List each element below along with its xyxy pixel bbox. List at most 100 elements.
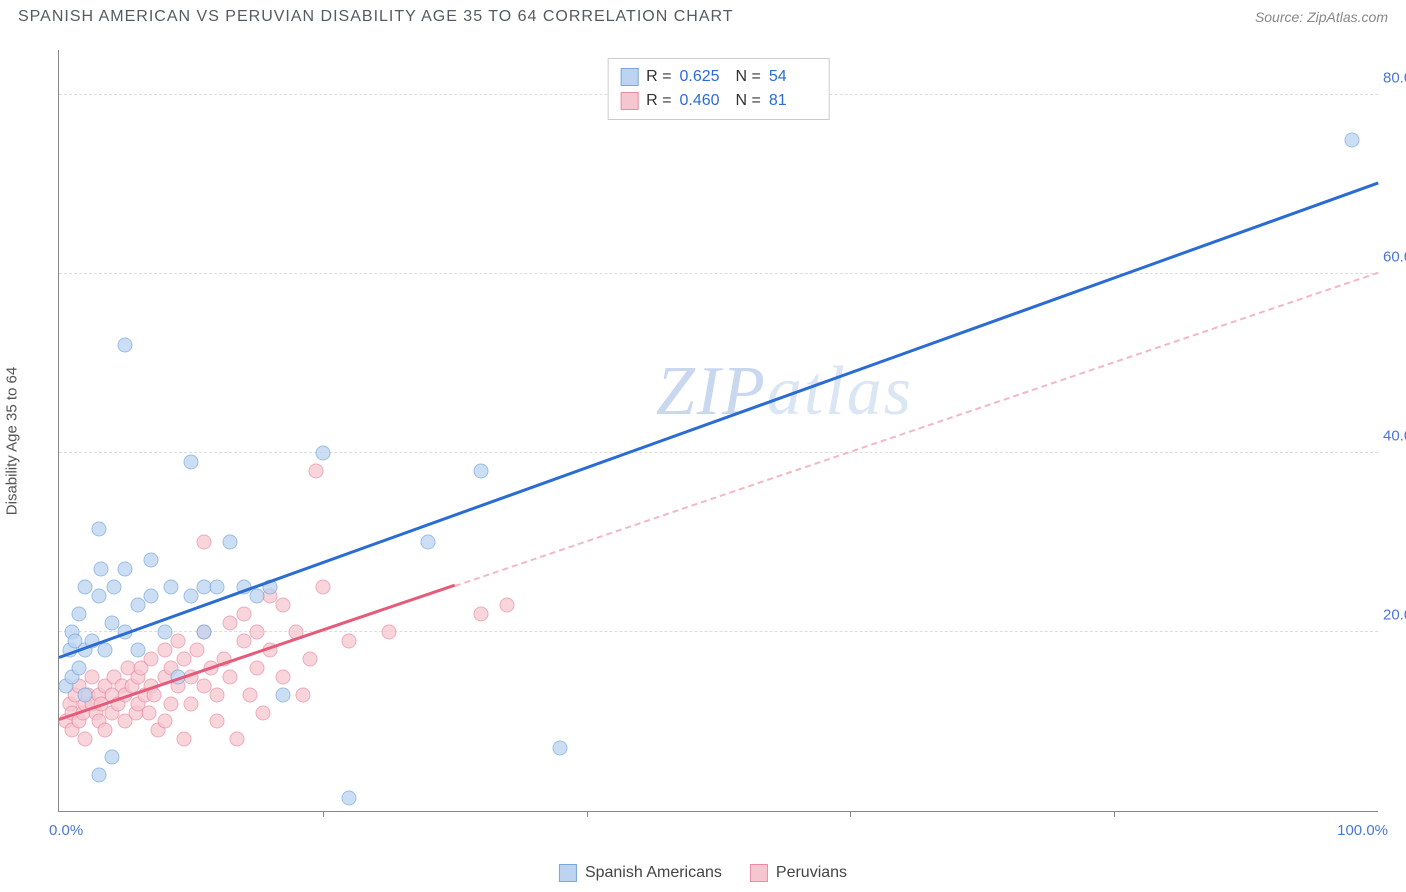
point-b xyxy=(141,705,156,720)
r-value: 0.460 xyxy=(680,89,728,113)
x-tick-min: 0.0% xyxy=(49,822,83,839)
legend-item-b: Peruvians xyxy=(750,864,847,882)
y-tick-label: 80.0% xyxy=(1383,69,1406,86)
trendline-b xyxy=(59,584,456,721)
point-b xyxy=(302,651,317,666)
point-b xyxy=(381,624,396,639)
n-value: 54 xyxy=(769,65,817,89)
point-b xyxy=(183,696,198,711)
plot-area: ZIPatlas R =0.625N =54R =0.460N =81 0.0%… xyxy=(58,50,1378,812)
point-a xyxy=(144,589,159,604)
point-a xyxy=(183,589,198,604)
point-b xyxy=(500,598,515,613)
point-b xyxy=(230,732,245,747)
r-label: R = xyxy=(646,89,671,113)
point-b xyxy=(78,732,93,747)
legend-row-b: R =0.460N =81 xyxy=(620,89,817,113)
point-a xyxy=(131,642,146,657)
series-legend: Spanish Americans Peruvians xyxy=(559,864,847,882)
point-a xyxy=(94,562,109,577)
point-a xyxy=(342,790,357,805)
x-tick-max: 100.0% xyxy=(1337,822,1388,839)
legend-row-a: R = 0.625 N = 54 xyxy=(620,65,817,89)
point-a xyxy=(276,687,291,702)
point-b xyxy=(249,660,264,675)
y-axis-label: Disability Age 35 to 64 xyxy=(4,367,21,515)
legend-swatch xyxy=(620,92,638,110)
point-b xyxy=(157,642,172,657)
point-b xyxy=(170,633,185,648)
chart-title: SPANISH AMERICAN VS PERUVIAN DISABILITY … xyxy=(18,8,734,26)
point-a xyxy=(104,750,119,765)
point-a xyxy=(553,741,568,756)
point-b xyxy=(342,633,357,648)
point-a xyxy=(91,589,106,604)
point-b xyxy=(309,463,324,478)
point-b xyxy=(210,687,225,702)
point-b xyxy=(144,651,159,666)
point-a xyxy=(1344,132,1359,147)
point-b xyxy=(276,669,291,684)
point-b xyxy=(243,687,258,702)
point-a xyxy=(98,642,113,657)
legend-label: Spanish Americans xyxy=(585,864,722,882)
point-b xyxy=(256,705,271,720)
legend-swatch xyxy=(620,68,638,86)
point-a xyxy=(144,553,159,568)
n-label: N = xyxy=(736,89,761,113)
legend-item-a: Spanish Americans xyxy=(559,864,722,882)
n-label: N = xyxy=(736,65,761,89)
point-a xyxy=(210,580,225,595)
point-a xyxy=(71,660,86,675)
point-b xyxy=(296,687,311,702)
point-a xyxy=(91,768,106,783)
point-b xyxy=(164,696,179,711)
x-tickmark xyxy=(587,811,588,817)
correlation-legend: R =0.625N =54R =0.460N =81 xyxy=(607,58,830,120)
point-a xyxy=(78,687,93,702)
point-b xyxy=(177,732,192,747)
legend-swatch xyxy=(750,864,768,882)
point-a xyxy=(164,580,179,595)
point-b xyxy=(157,714,172,729)
point-b xyxy=(223,616,238,631)
x-tickmark xyxy=(850,811,851,817)
legend-swatch xyxy=(559,864,577,882)
r-label: R = xyxy=(646,65,671,89)
point-a xyxy=(117,562,132,577)
point-a xyxy=(157,624,172,639)
x-tickmark xyxy=(1114,811,1115,817)
point-a xyxy=(197,624,212,639)
chart-area: Disability Age 35 to 64 ZIPatlas R =0.62… xyxy=(18,40,1388,842)
r-value: 0.625 xyxy=(680,65,728,89)
point-b xyxy=(223,669,238,684)
point-a xyxy=(117,338,132,353)
point-a xyxy=(91,521,106,536)
gridline-h xyxy=(59,273,1378,274)
point-a xyxy=(315,445,330,460)
point-b xyxy=(236,607,251,622)
point-b xyxy=(315,580,330,595)
point-b xyxy=(210,714,225,729)
point-b xyxy=(177,651,192,666)
point-b xyxy=(474,607,489,622)
trendline-a xyxy=(58,181,1378,658)
y-tick-label: 20.0% xyxy=(1383,606,1406,623)
point-a xyxy=(223,535,238,550)
trendline-b xyxy=(454,272,1378,587)
point-a xyxy=(183,454,198,469)
y-tick-label: 60.0% xyxy=(1383,248,1406,265)
point-a xyxy=(421,535,436,550)
point-a xyxy=(474,463,489,478)
point-b xyxy=(98,723,113,738)
point-b xyxy=(249,624,264,639)
x-tickmark xyxy=(323,811,324,817)
source-label: Source: ZipAtlas.com xyxy=(1255,9,1388,25)
legend-label: Peruvians xyxy=(776,864,847,882)
point-a xyxy=(131,598,146,613)
point-b xyxy=(190,642,205,657)
point-a xyxy=(71,607,86,622)
point-a xyxy=(107,580,122,595)
gridline-h xyxy=(59,452,1378,453)
point-b xyxy=(276,598,291,613)
